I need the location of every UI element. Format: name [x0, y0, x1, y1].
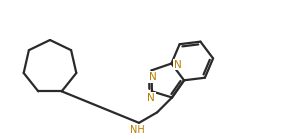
Text: N: N [174, 59, 182, 70]
Text: N: N [149, 72, 156, 82]
Text: NH: NH [130, 125, 144, 135]
Text: N: N [147, 93, 155, 103]
